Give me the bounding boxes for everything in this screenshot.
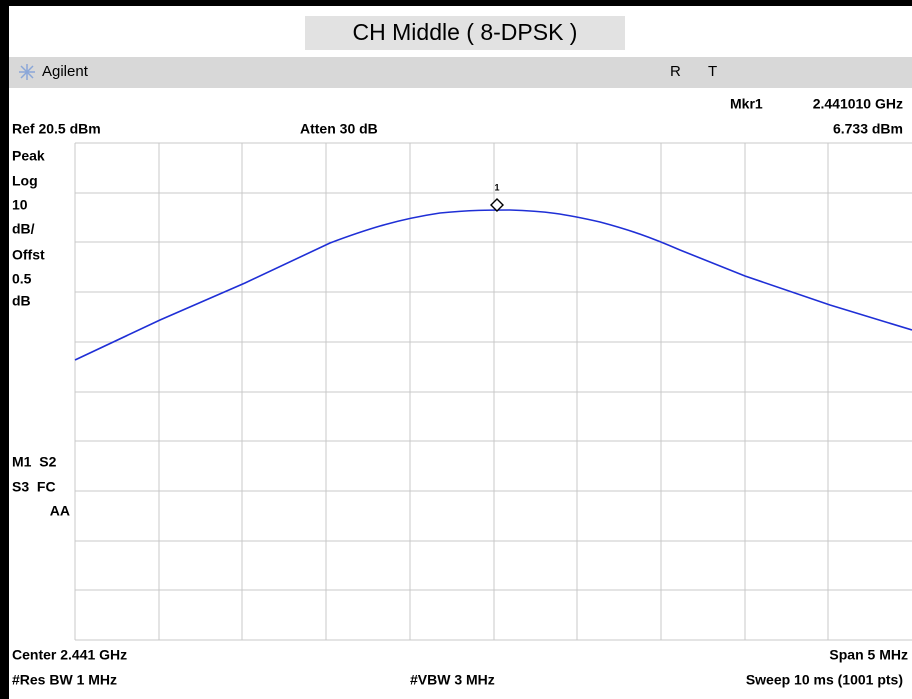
status-t: T bbox=[708, 63, 717, 80]
attenuation: Atten 30 dB bbox=[300, 121, 378, 137]
side-label: Offst bbox=[12, 247, 45, 263]
marker-diamond bbox=[490, 198, 504, 212]
marker-frequency: 2.441010 GHz bbox=[813, 96, 903, 112]
sweep: Sweep 10 ms (1001 pts) bbox=[746, 672, 903, 688]
vbw: #VBW 3 MHz bbox=[410, 672, 495, 688]
agilent-logo bbox=[19, 64, 35, 80]
header-bar bbox=[9, 57, 912, 88]
side-label: dB/ bbox=[12, 221, 35, 237]
marker-level: 6.733 dBm bbox=[833, 121, 903, 137]
status-r: R bbox=[670, 63, 681, 80]
side-label: Peak bbox=[12, 148, 45, 164]
status-label: S3 FC bbox=[12, 479, 56, 495]
marker-number: 1 bbox=[494, 182, 499, 192]
side-label: 0.5 bbox=[12, 271, 32, 287]
left-border bbox=[0, 0, 9, 699]
span: Span 5 MHz bbox=[829, 647, 908, 663]
side-label: 10 bbox=[12, 197, 28, 213]
ref-level: Ref 20.5 dBm bbox=[12, 121, 101, 137]
status-label: AA bbox=[50, 503, 70, 519]
title: CH Middle ( 8-DPSK ) bbox=[353, 19, 578, 45]
res-bw: #Res BW 1 MHz bbox=[12, 672, 117, 688]
grid bbox=[74, 142, 912, 641]
side-label: Log bbox=[12, 173, 38, 189]
marker-label: Mkr1 bbox=[730, 96, 763, 112]
side-label: dB bbox=[12, 293, 31, 309]
status-label: M1 S2 bbox=[12, 454, 57, 470]
title-box bbox=[305, 16, 625, 50]
brand: Agilent bbox=[42, 63, 89, 80]
center-frequency: Center 2.441 GHz bbox=[12, 647, 127, 663]
top-border bbox=[0, 0, 912, 6]
trace bbox=[74, 209, 912, 361]
